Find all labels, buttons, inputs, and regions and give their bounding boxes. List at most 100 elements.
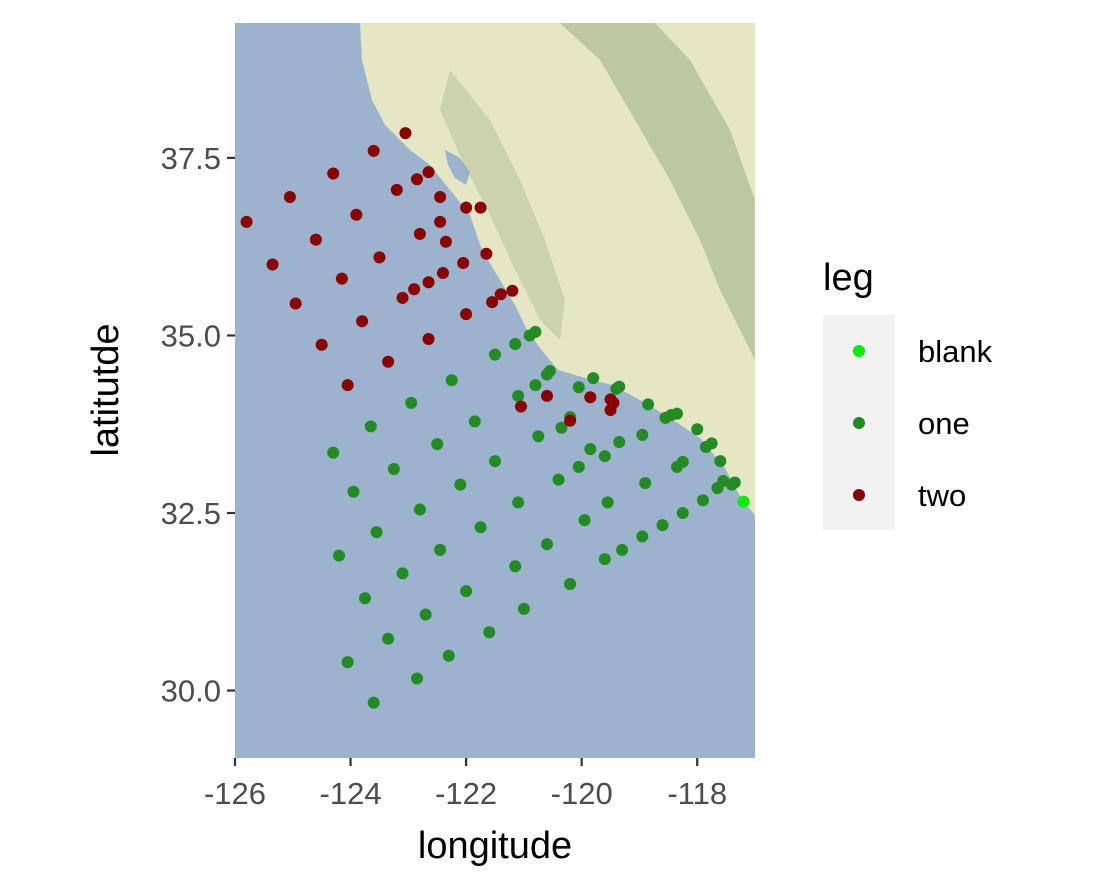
point-two xyxy=(327,167,340,180)
point-two xyxy=(422,276,435,289)
point-one xyxy=(359,592,371,605)
legend-label-blank: blank xyxy=(918,334,993,369)
point-one xyxy=(396,567,409,580)
point-one xyxy=(454,478,467,491)
y-tick-label: 37.5 xyxy=(161,141,221,176)
legend-title: leg xyxy=(823,257,874,299)
point-two xyxy=(382,355,395,368)
data-points xyxy=(240,127,750,709)
point-one xyxy=(367,696,380,709)
point-one xyxy=(489,455,501,468)
mountain-range xyxy=(560,23,755,360)
point-one xyxy=(671,407,683,420)
point-one xyxy=(405,396,418,409)
point-one xyxy=(327,446,340,459)
point-one xyxy=(442,649,455,662)
y-tick-label: 35.0 xyxy=(161,318,221,353)
point-two xyxy=(309,233,322,246)
point-one xyxy=(483,626,496,639)
point-two xyxy=(457,257,470,270)
legend-key-blank xyxy=(853,345,865,357)
point-two xyxy=(367,144,380,157)
point-one xyxy=(598,450,611,463)
point-one xyxy=(616,543,629,556)
coastal-hills xyxy=(440,70,565,340)
point-two xyxy=(434,190,447,203)
point-two xyxy=(604,404,617,417)
point-two xyxy=(584,391,597,404)
point-one xyxy=(517,602,530,615)
point-two xyxy=(422,333,435,346)
point-one xyxy=(333,549,345,562)
point-one xyxy=(387,462,400,475)
point-one xyxy=(468,415,481,428)
point-two xyxy=(356,315,369,328)
point-two xyxy=(480,247,493,260)
point-two xyxy=(506,284,519,297)
point-two xyxy=(390,183,403,196)
point-one xyxy=(676,455,689,468)
point-one xyxy=(460,585,473,598)
point-one xyxy=(434,543,447,556)
point-two xyxy=(315,338,328,351)
point-two xyxy=(240,215,253,228)
point-two xyxy=(434,215,447,228)
point-two xyxy=(399,127,412,140)
point-two xyxy=(494,288,507,301)
point-one xyxy=(578,514,591,527)
point-one xyxy=(370,526,383,539)
point-one xyxy=(512,496,525,509)
point-two xyxy=(564,414,577,427)
point-one xyxy=(564,578,577,591)
legend-label-one: one xyxy=(918,406,970,441)
point-one xyxy=(347,485,360,498)
x-tick-label: -122 xyxy=(435,776,497,811)
point-one xyxy=(697,494,709,507)
point-one xyxy=(431,438,444,451)
legend-key-one xyxy=(853,417,865,429)
legend: leg blank one two xyxy=(823,257,993,530)
point-two xyxy=(437,266,449,279)
point-one xyxy=(541,538,553,551)
point-one xyxy=(364,420,377,433)
point-one xyxy=(413,503,426,516)
point-two xyxy=(350,208,363,221)
point-one xyxy=(691,423,704,436)
point-one xyxy=(613,435,626,448)
point-two xyxy=(439,235,452,248)
point-one xyxy=(587,372,600,385)
point-one xyxy=(572,381,585,394)
point-one xyxy=(543,364,556,377)
x-axis: -126 -124 -122 -120 -118 xyxy=(204,758,727,811)
point-two xyxy=(341,379,354,392)
point-one xyxy=(555,421,568,434)
point-one xyxy=(552,473,565,486)
point-two xyxy=(396,291,409,304)
point-one xyxy=(636,428,649,441)
point-two xyxy=(474,201,487,214)
point-one xyxy=(584,443,597,456)
point-one xyxy=(728,476,741,489)
point-two xyxy=(266,258,279,271)
point-one xyxy=(529,325,542,338)
point-one xyxy=(699,440,712,453)
point-two xyxy=(411,173,423,186)
point-two xyxy=(422,166,435,179)
point-one xyxy=(676,507,689,519)
point-two xyxy=(283,190,296,203)
y-axis: 30.0 32.5 35.0 37.5 xyxy=(161,141,235,709)
x-tick-label: -118 xyxy=(667,776,727,811)
point-one xyxy=(512,389,525,402)
point-two xyxy=(460,308,473,321)
point-one xyxy=(711,482,724,495)
point-one xyxy=(714,455,727,468)
point-two xyxy=(515,400,527,413)
point-two xyxy=(541,389,553,402)
point-one xyxy=(642,398,655,411)
point-two xyxy=(486,296,499,309)
x-tick-label: -120 xyxy=(551,776,613,811)
point-one xyxy=(509,560,522,573)
point-one xyxy=(341,656,354,669)
point-one xyxy=(529,379,542,392)
map-background xyxy=(235,23,755,758)
